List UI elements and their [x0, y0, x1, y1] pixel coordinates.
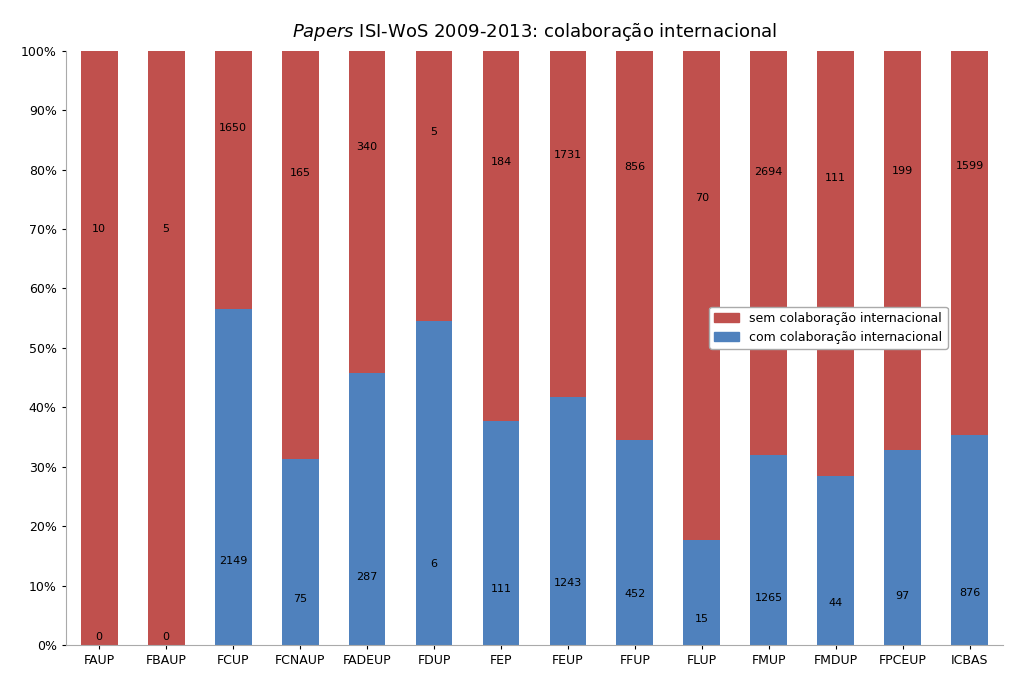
Bar	[482, 51, 519, 422]
Bar	[951, 51, 988, 435]
Text: 2694: 2694	[755, 167, 783, 177]
Text: 10: 10	[92, 224, 106, 234]
Text: 15: 15	[695, 614, 709, 624]
Text: 0: 0	[95, 632, 102, 642]
Bar	[348, 51, 385, 373]
Bar	[683, 51, 720, 540]
Bar	[348, 373, 385, 645]
Bar	[817, 51, 854, 476]
Bar	[751, 455, 787, 645]
Bar	[550, 397, 587, 645]
Text: 44: 44	[828, 598, 843, 608]
Text: 876: 876	[959, 588, 980, 598]
Text: 70: 70	[695, 193, 709, 202]
Text: 287: 287	[356, 572, 378, 582]
Text: 1731: 1731	[554, 149, 582, 160]
Text: 1599: 1599	[955, 161, 984, 171]
Text: 5: 5	[430, 127, 437, 137]
Text: 1265: 1265	[755, 592, 783, 603]
Bar	[817, 476, 854, 645]
Bar	[885, 51, 922, 451]
Text: 6: 6	[430, 559, 437, 569]
Text: 340: 340	[356, 142, 378, 153]
Bar	[616, 51, 653, 440]
Bar	[215, 51, 252, 309]
Legend: sem colaboração internacional, com colaboração internacional: sem colaboração internacional, com colab…	[710, 307, 947, 349]
Bar	[751, 51, 787, 455]
Text: 856: 856	[625, 162, 645, 173]
Text: 1650: 1650	[219, 123, 247, 133]
Bar	[550, 51, 587, 397]
Bar	[81, 51, 118, 645]
Bar	[951, 435, 988, 645]
Title: $\mathit{Papers}$ ISI-WoS 2009-2013: colaboração internacional: $\mathit{Papers}$ ISI-WoS 2009-2013: col…	[292, 21, 777, 43]
Text: 111: 111	[825, 173, 846, 184]
Bar	[482, 422, 519, 645]
Bar	[282, 51, 318, 460]
Text: 75: 75	[293, 594, 307, 603]
Text: 165: 165	[290, 169, 310, 178]
Text: 1243: 1243	[554, 578, 582, 588]
Bar	[416, 321, 453, 645]
Text: 111: 111	[490, 584, 511, 594]
Bar	[282, 460, 318, 645]
Text: 97: 97	[896, 592, 910, 601]
Bar	[147, 51, 184, 645]
Bar	[416, 51, 453, 321]
Bar	[616, 440, 653, 645]
Text: 2149: 2149	[219, 556, 248, 566]
Text: 452: 452	[625, 589, 645, 599]
Bar	[683, 540, 720, 645]
Text: 0: 0	[163, 632, 170, 642]
Bar	[215, 309, 252, 645]
Text: 199: 199	[892, 166, 913, 175]
Bar	[885, 451, 922, 645]
Text: 5: 5	[163, 224, 170, 234]
Text: 184: 184	[490, 157, 512, 167]
